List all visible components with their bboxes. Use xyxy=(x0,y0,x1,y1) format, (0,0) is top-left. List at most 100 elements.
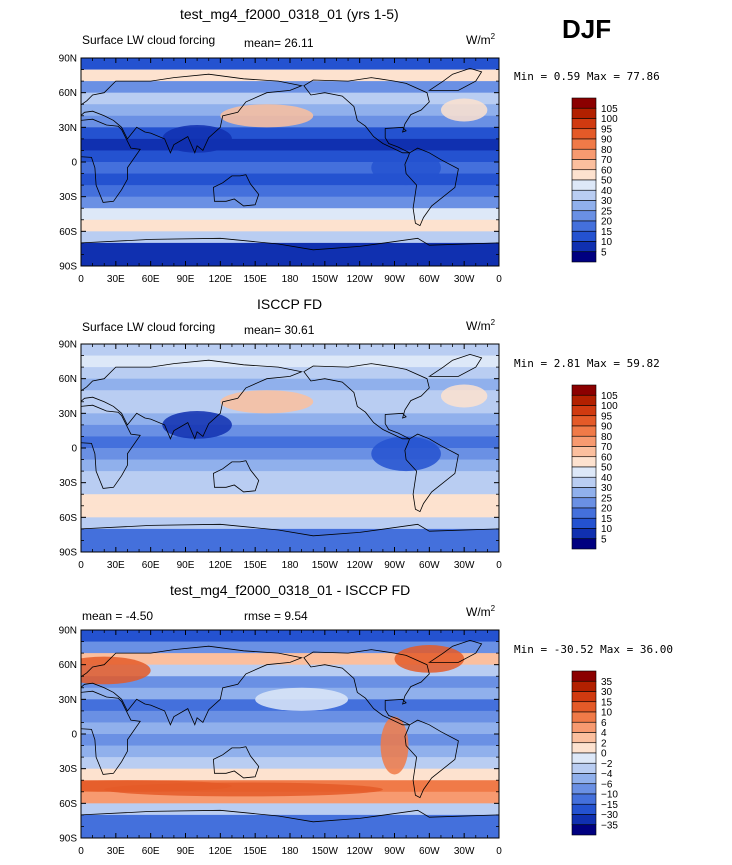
panel-1-title: test_mg4_f2000_0318_01 (yrs 1-5) xyxy=(180,6,399,22)
colorbar-label: 5 xyxy=(601,534,607,545)
field-band xyxy=(81,641,499,654)
coastline xyxy=(404,147,459,227)
field-blob xyxy=(220,104,314,128)
field-band xyxy=(81,757,499,770)
x-tick-label: 90E xyxy=(177,560,195,571)
colorbar-swatch xyxy=(571,691,597,703)
x-tick-label: 0 xyxy=(496,846,502,857)
panel-1-variable-label: Surface LW cloud forcing xyxy=(82,33,216,47)
coastline xyxy=(81,690,141,775)
field-band xyxy=(81,471,499,484)
field-band xyxy=(81,664,499,677)
y-tick-label: 60S xyxy=(59,513,77,524)
colorbar-swatch xyxy=(571,435,597,447)
panel-1-map: 0 30E 60E 90E 120E 150E 180 150W 120W 90W 60W 30W 09… xyxy=(59,54,503,286)
field-blob xyxy=(255,687,349,711)
colorbar-swatch xyxy=(571,670,597,682)
x-tick-label: 0 xyxy=(496,560,502,571)
colorbar-label: −4 xyxy=(601,769,613,780)
field-blob xyxy=(371,436,441,472)
field-band xyxy=(81,745,499,758)
x-tick-label: 180 xyxy=(282,560,299,571)
colorbar-swatch xyxy=(571,752,597,764)
colorbar-swatch xyxy=(571,148,597,160)
x-tick-label: 0 xyxy=(78,846,84,857)
y-tick-label: 90S xyxy=(59,834,77,845)
colorbar-swatch xyxy=(571,538,597,550)
coastline xyxy=(303,363,430,440)
colorbar-swatch xyxy=(571,476,597,488)
x-tick-label: 120W xyxy=(347,274,374,285)
field-blob xyxy=(440,98,488,122)
field-band xyxy=(81,92,499,105)
colorbar-swatch xyxy=(571,189,597,201)
coastline xyxy=(81,237,499,266)
coastline xyxy=(81,118,141,203)
x-tick-label: 30E xyxy=(107,560,125,571)
field-band xyxy=(81,208,499,221)
colorbar-swatch xyxy=(571,762,597,774)
field-band xyxy=(81,734,499,747)
colorbar-swatch xyxy=(571,528,597,540)
colorbar-swatch xyxy=(571,466,597,478)
y-tick-label: 60S xyxy=(59,227,77,238)
coastline xyxy=(303,649,430,726)
colorbar-label: 60 xyxy=(601,165,613,176)
colorbar-swatch xyxy=(571,384,597,396)
colorbar-swatch xyxy=(571,803,597,815)
field-band xyxy=(81,367,499,380)
colorbar-swatch xyxy=(571,169,597,181)
x-tick-label: 0 xyxy=(78,274,84,285)
coastline xyxy=(212,746,260,779)
field-blob xyxy=(81,656,151,685)
field-band xyxy=(81,196,499,209)
x-tick-label: 30W xyxy=(454,846,475,857)
colorbar-swatch xyxy=(571,711,597,723)
colorbar-label: −35 xyxy=(601,820,618,831)
field-band xyxy=(81,413,499,426)
colorbar-label: 10 xyxy=(601,708,613,719)
colorbar-swatch xyxy=(571,220,597,232)
coastline xyxy=(427,639,483,663)
colorbar-label: 35 xyxy=(601,677,613,688)
field-band xyxy=(81,81,499,94)
colorbar-swatch xyxy=(571,128,597,140)
colorbar-label: 15 xyxy=(601,514,613,525)
field-band xyxy=(81,424,499,437)
colorbar-label: 40 xyxy=(601,473,613,484)
y-tick-label: 30N xyxy=(59,695,77,706)
y-tick-label: 30S xyxy=(59,192,77,203)
field-band xyxy=(81,378,499,391)
colorbar-swatch xyxy=(571,507,597,519)
colorbar-swatch xyxy=(571,721,597,733)
coastline xyxy=(427,353,483,377)
panel-2-title: ISCCP FD xyxy=(257,296,323,312)
colorbar-swatch xyxy=(571,497,597,509)
coastline xyxy=(427,67,483,91)
colorbar-swatch xyxy=(571,394,597,406)
y-tick-label: 60S xyxy=(59,799,77,810)
colorbar-swatch xyxy=(571,425,597,437)
colorbar-label: 5 xyxy=(601,247,607,258)
field-blob xyxy=(394,645,465,673)
x-tick-label: 180 xyxy=(282,274,299,285)
y-tick-label: 90N xyxy=(59,626,77,637)
colorbar-label: 95 xyxy=(601,411,613,422)
x-tick-label: 90W xyxy=(384,846,405,857)
field-band xyxy=(81,138,499,151)
panel-3-map: 0 30E 60E 90E 120E 150E 180 150W 120W 90W 60W 30W 09… xyxy=(59,626,503,858)
colorbar-swatch xyxy=(571,251,597,263)
colorbar-swatch xyxy=(571,824,597,836)
field-blob xyxy=(371,150,441,186)
colorbar-label: −6 xyxy=(601,779,613,790)
panel-3-units: W/m2 xyxy=(466,604,496,619)
colorbar-label: 20 xyxy=(601,217,613,228)
coastline xyxy=(81,645,303,726)
colorbar-label: 100 xyxy=(601,401,618,412)
colorbar-swatch xyxy=(571,680,597,692)
colorbar-label: 30 xyxy=(601,687,613,698)
x-tick-label: 90W xyxy=(384,560,405,571)
colorbar-label: 15 xyxy=(601,697,613,708)
colorbar-swatch xyxy=(571,118,597,130)
x-tick-label: 150W xyxy=(312,274,339,285)
